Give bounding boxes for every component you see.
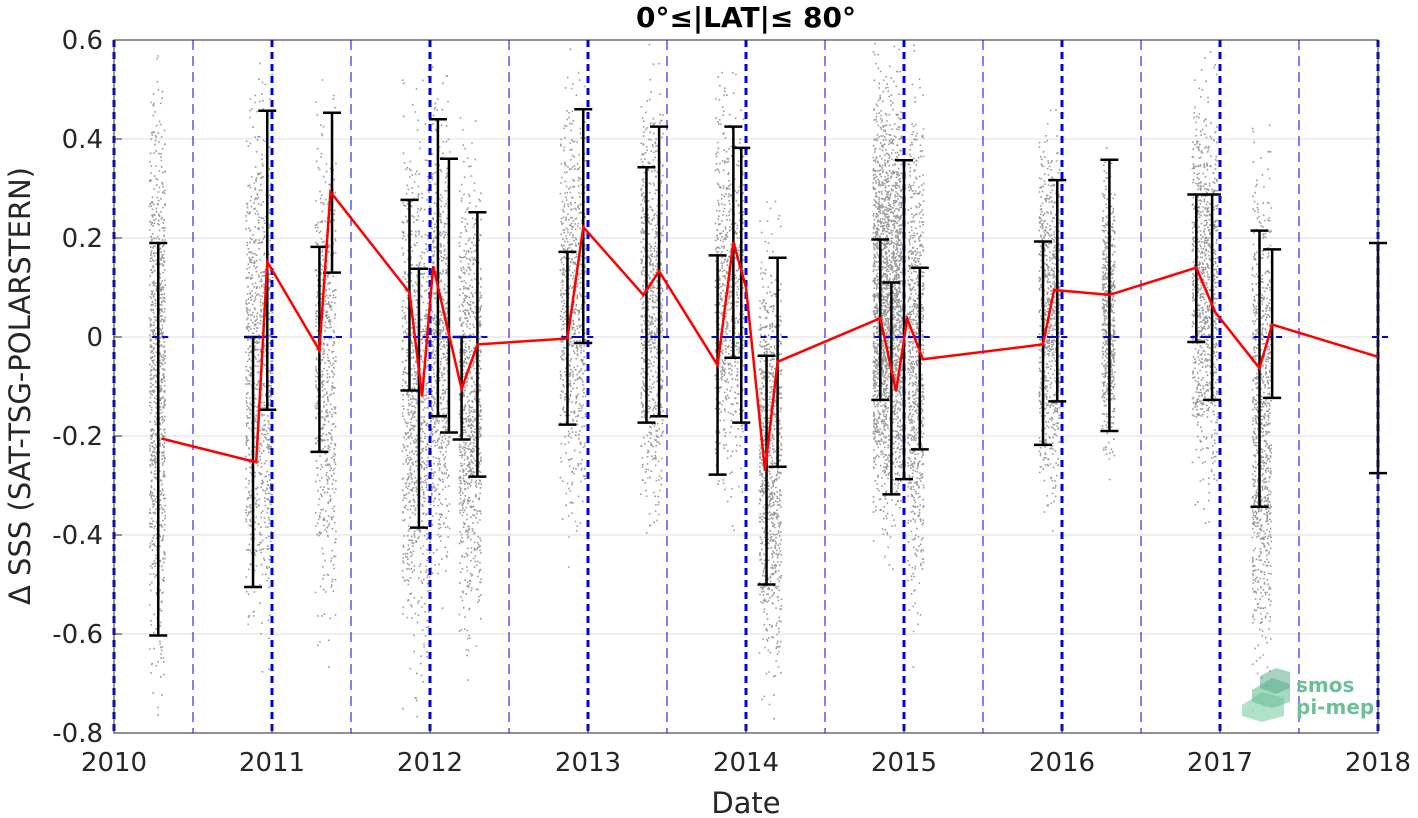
x-tick-label: 2011 bbox=[239, 748, 305, 778]
x-tick-label: 2017 bbox=[1187, 748, 1253, 778]
y-tick-label: 0.2 bbox=[62, 224, 103, 254]
error-bar bbox=[895, 159, 913, 481]
error-bar bbox=[409, 267, 428, 529]
scatter-cluster bbox=[1251, 124, 1273, 712]
y-tick-label: -0.6 bbox=[52, 620, 103, 650]
x-tick-label: 2014 bbox=[713, 748, 779, 778]
error-bar bbox=[428, 117, 447, 418]
scatter-cluster bbox=[245, 62, 274, 673]
x-tick-label: 2015 bbox=[871, 748, 937, 778]
scatter-cluster bbox=[430, 66, 451, 610]
scatter-cluster bbox=[872, 42, 903, 571]
scatter-cluster bbox=[907, 44, 925, 668]
error-bar bbox=[637, 165, 656, 424]
y-tick-label: 0.4 bbox=[62, 125, 103, 155]
logo-text-smos: smos bbox=[1296, 673, 1354, 697]
error-bar bbox=[149, 241, 168, 637]
error-bar bbox=[732, 146, 751, 424]
y-tick-label: 0 bbox=[86, 323, 103, 353]
scatter-cluster bbox=[714, 71, 745, 532]
y-tick-label: -0.8 bbox=[52, 719, 103, 749]
mean-line-group bbox=[161, 188, 1379, 471]
y-axis-ticks: 0.6 0.4 0.2 0 -0.2 -0.4 -0.6 -0.8 bbox=[52, 26, 122, 749]
scatter-cluster bbox=[401, 75, 432, 718]
scatter-cluster bbox=[559, 48, 587, 568]
x-axis-label: Date bbox=[711, 786, 780, 818]
logo-icon bbox=[1242, 668, 1290, 722]
error-bar bbox=[757, 354, 776, 586]
x-axis-ticks: 2010 2011 2012 2013 2014 2015 2016 2017 2018 bbox=[81, 725, 1411, 778]
chart-title: 0°≤|LAT|≤ 80° bbox=[636, 1, 856, 34]
y-axis-label: Δ SSS (SAT-TSG-POLARSTERN) bbox=[3, 167, 37, 605]
y-tick-label: 0.6 bbox=[62, 26, 103, 56]
x-tick-label: 2016 bbox=[1029, 748, 1095, 778]
logo-text-pimep: pi-mep bbox=[1296, 695, 1374, 719]
x-tick-label: 2013 bbox=[555, 748, 621, 778]
x-tick-label: 2010 bbox=[81, 748, 147, 778]
error-bar bbox=[910, 266, 929, 451]
y-tick-label: -0.4 bbox=[52, 521, 103, 551]
error-bar bbox=[882, 281, 901, 496]
x-tick-label: 2018 bbox=[1345, 748, 1411, 778]
scatter-cluster bbox=[1038, 109, 1061, 532]
mean-line bbox=[161, 188, 1379, 471]
scatter-cluster bbox=[148, 55, 167, 716]
y-tick-label: -0.2 bbox=[52, 422, 103, 452]
error-bar bbox=[1203, 193, 1222, 402]
x-tick-label: 2012 bbox=[397, 748, 463, 778]
error-bar bbox=[439, 157, 458, 434]
smos-pimep-logo: smos pi-mep bbox=[1242, 668, 1374, 722]
scatter-cluster bbox=[1101, 147, 1116, 481]
